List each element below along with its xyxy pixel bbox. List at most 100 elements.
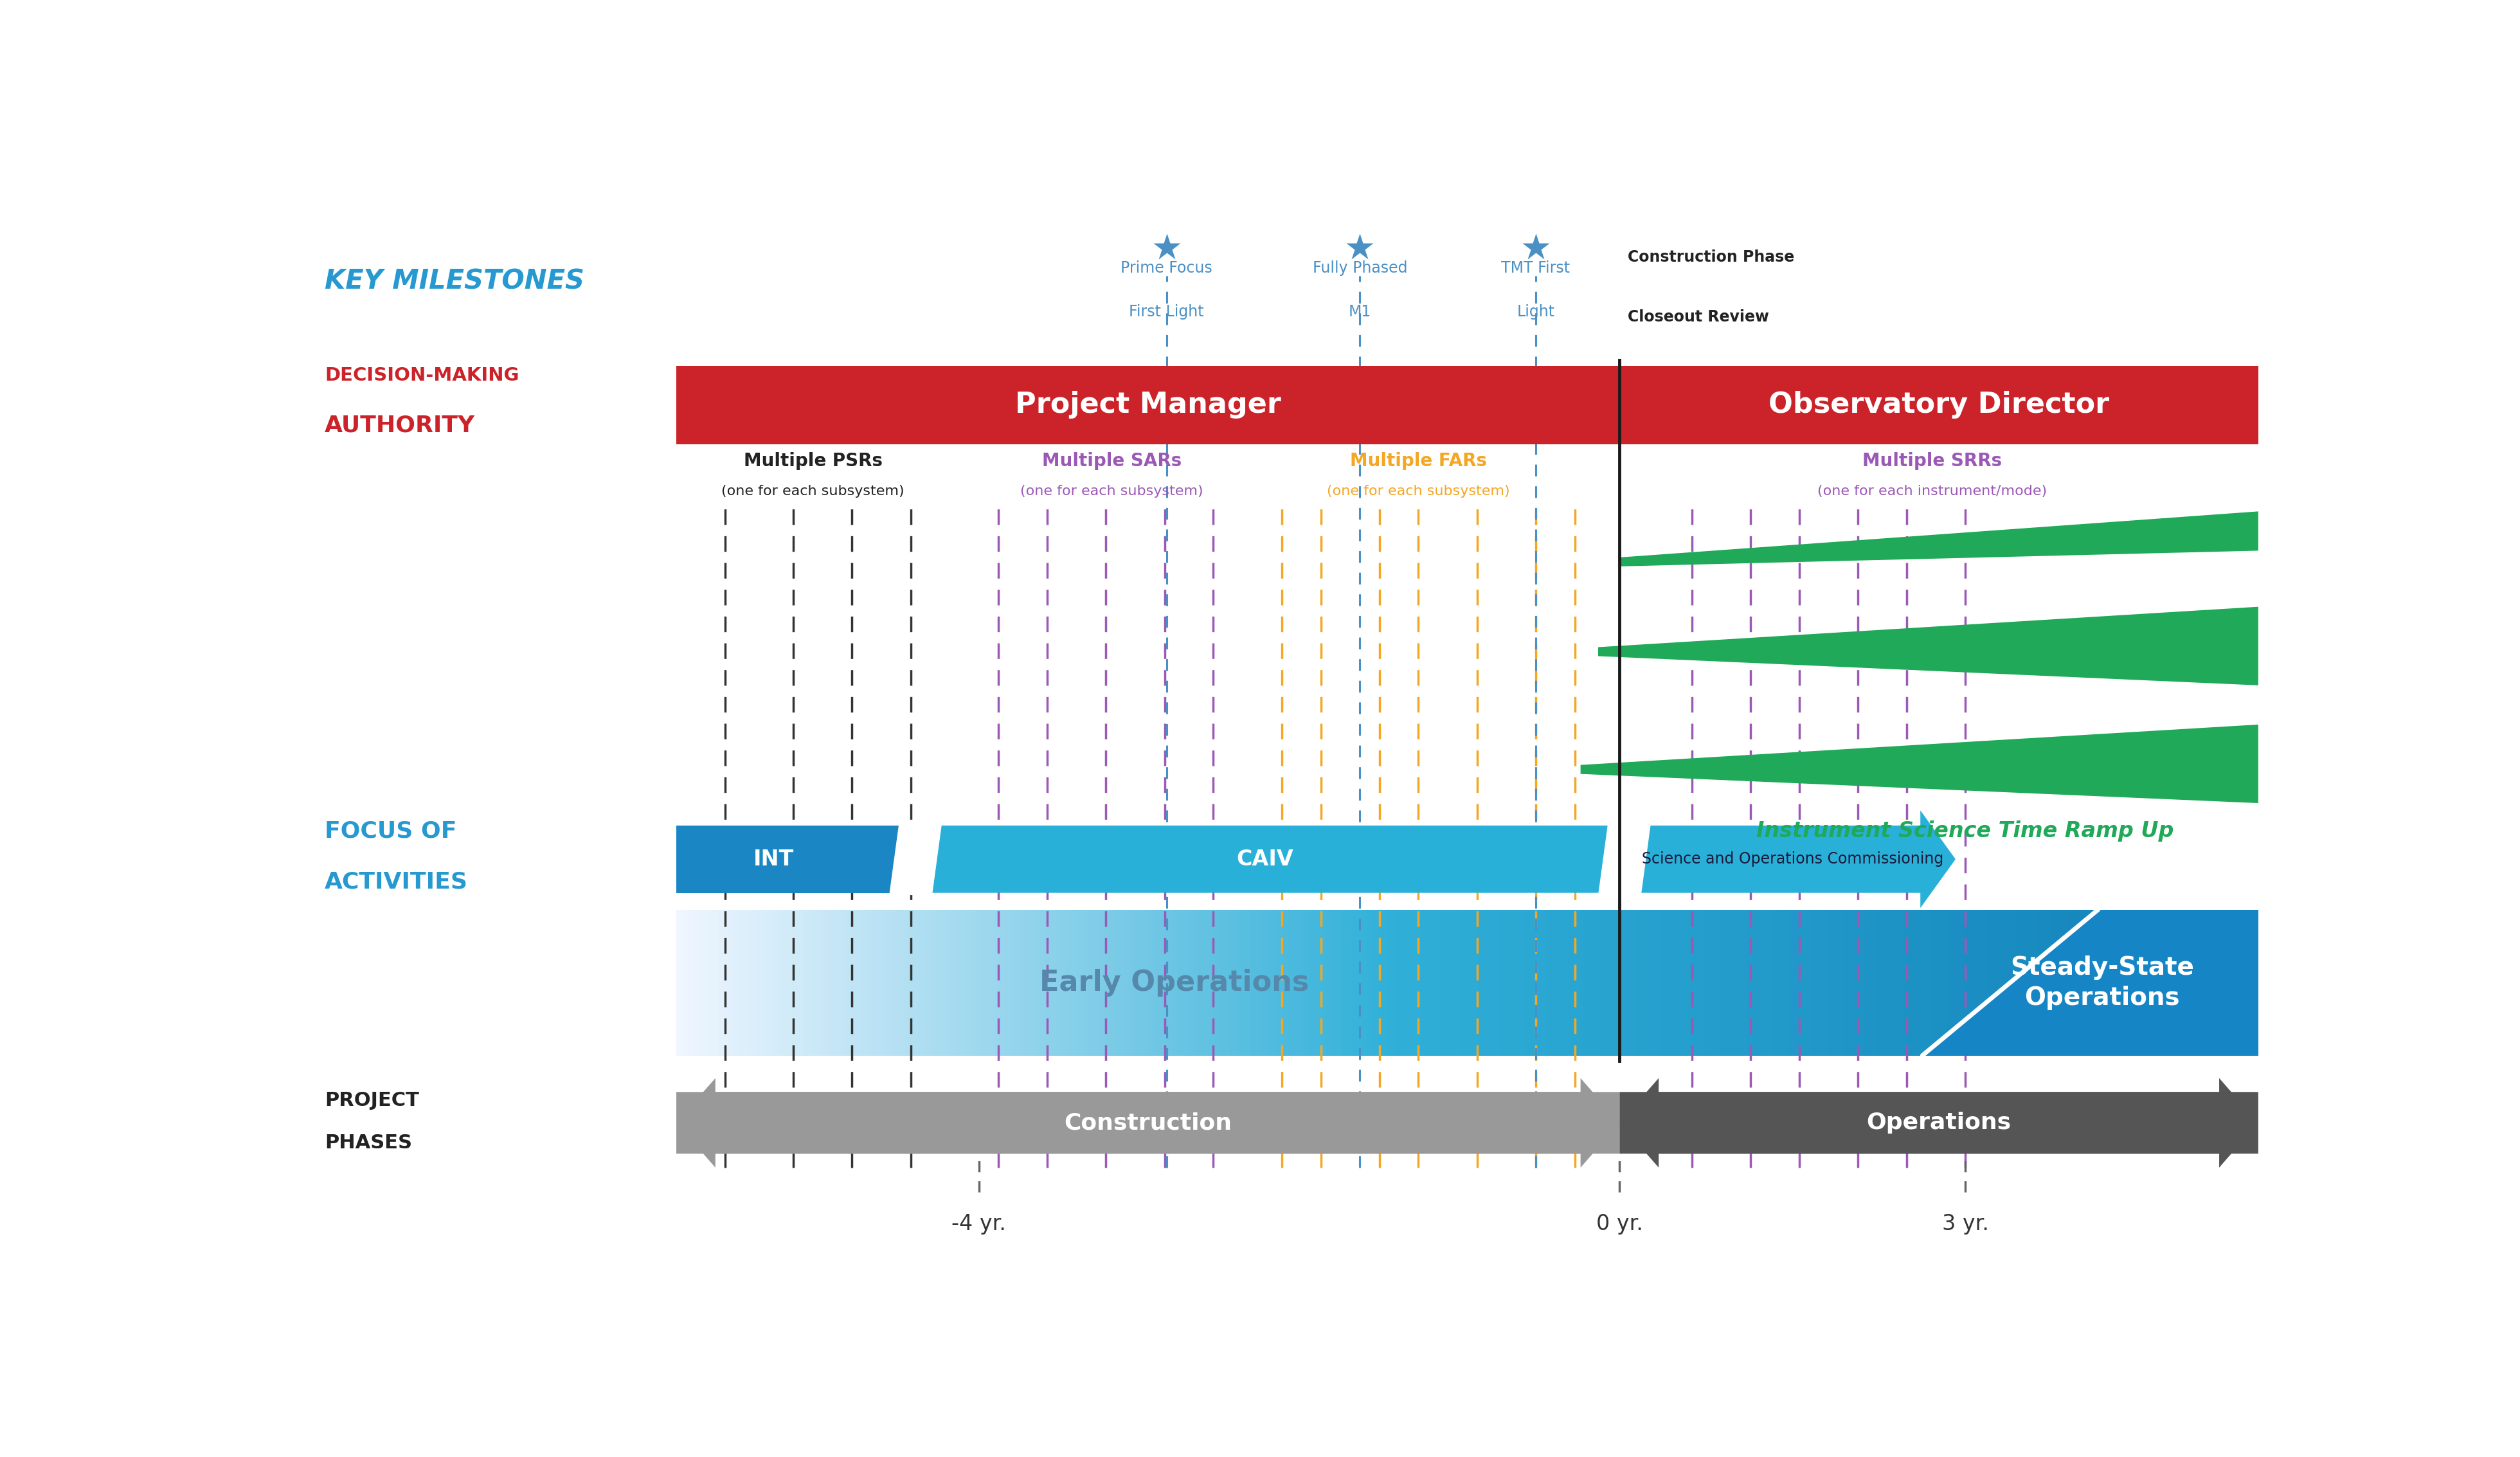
Bar xyxy=(1378,909,1383,1055)
Bar xyxy=(1419,909,1426,1055)
Bar xyxy=(2147,909,2152,1055)
Bar xyxy=(1356,909,1361,1055)
Bar xyxy=(1008,909,1013,1055)
Bar xyxy=(1504,909,1509,1055)
Bar xyxy=(1620,909,1625,1055)
Bar xyxy=(1716,909,1721,1055)
Bar xyxy=(1583,909,1588,1055)
Bar xyxy=(2016,909,2021,1055)
Bar xyxy=(1326,909,1331,1055)
Bar xyxy=(1210,909,1215,1055)
FancyArrow shape xyxy=(675,810,1956,908)
Bar xyxy=(1129,909,1134,1055)
Bar xyxy=(1814,909,1819,1055)
Bar xyxy=(1235,909,1240,1055)
Bar xyxy=(1547,909,1552,1055)
Bar xyxy=(2210,909,2215,1055)
Bar xyxy=(2021,909,2026,1055)
Bar xyxy=(1779,909,1784,1055)
Bar xyxy=(809,909,814,1055)
Bar xyxy=(1761,909,1769,1055)
Bar xyxy=(857,909,862,1055)
Bar xyxy=(960,909,965,1055)
Bar xyxy=(675,909,680,1055)
Bar xyxy=(2001,909,2006,1055)
Bar xyxy=(1041,909,1046,1055)
Bar xyxy=(2180,909,2185,1055)
Bar xyxy=(1852,909,1857,1055)
Bar xyxy=(756,909,761,1055)
Bar xyxy=(973,909,978,1055)
Bar xyxy=(1373,909,1378,1055)
Bar xyxy=(2132,909,2137,1055)
Bar xyxy=(1119,909,1124,1055)
FancyArrow shape xyxy=(1620,1078,2258,1167)
Text: Multiple SRRs: Multiple SRRs xyxy=(1862,452,2001,471)
Polygon shape xyxy=(890,823,942,895)
FancyArrow shape xyxy=(675,1078,1620,1167)
Bar xyxy=(892,909,897,1055)
Bar xyxy=(1003,909,1008,1055)
Bar xyxy=(1794,909,1799,1055)
Bar xyxy=(1895,909,1900,1055)
Bar xyxy=(1731,909,1736,1055)
Bar xyxy=(1726,909,1731,1055)
Bar xyxy=(2006,909,2011,1055)
Bar xyxy=(1988,909,1993,1055)
Bar xyxy=(1953,909,1958,1055)
Text: PROJECT: PROJECT xyxy=(325,1091,418,1110)
Bar xyxy=(1799,909,1804,1055)
Bar xyxy=(1784,909,1789,1055)
Text: Steady-State
Operations: Steady-State Operations xyxy=(2011,956,2195,1010)
Bar xyxy=(1837,909,1842,1055)
Bar xyxy=(1530,909,1535,1055)
Bar xyxy=(2026,909,2031,1055)
Bar xyxy=(1646,909,1651,1055)
Text: Science and Operations Commissioning: Science and Operations Commissioning xyxy=(1641,851,1943,867)
Bar xyxy=(849,909,857,1055)
Bar xyxy=(1578,909,1583,1055)
Bar xyxy=(1515,909,1520,1055)
Bar xyxy=(1593,909,1600,1055)
Bar xyxy=(698,909,703,1055)
Bar xyxy=(887,909,892,1055)
Bar xyxy=(965,909,973,1055)
Bar xyxy=(2215,909,2220,1055)
Text: CAIV: CAIV xyxy=(1237,848,1293,870)
Bar xyxy=(1842,909,1847,1055)
Bar xyxy=(1877,909,1885,1055)
Bar xyxy=(2011,909,2016,1055)
Bar xyxy=(1273,909,1278,1055)
Bar xyxy=(2099,909,2104,1055)
Text: Multiple PSRs: Multiple PSRs xyxy=(743,452,882,471)
Bar xyxy=(1890,909,1895,1055)
Text: 0 yr.: 0 yr. xyxy=(1595,1214,1643,1234)
Bar xyxy=(1081,909,1089,1055)
Bar xyxy=(723,909,728,1055)
Bar xyxy=(1605,909,1610,1055)
Bar xyxy=(1089,909,1094,1055)
Bar xyxy=(781,909,786,1055)
Bar xyxy=(2205,909,2210,1055)
Text: (one for each subsystem): (one for each subsystem) xyxy=(1021,485,1205,498)
Text: TMT First: TMT First xyxy=(1502,261,1570,275)
Bar xyxy=(680,909,688,1055)
Bar xyxy=(1142,909,1147,1055)
Bar xyxy=(1018,909,1023,1055)
Bar xyxy=(2228,909,2233,1055)
Bar xyxy=(1341,909,1346,1055)
Bar xyxy=(1167,909,1172,1055)
Text: Observatory Director: Observatory Director xyxy=(1769,390,2109,418)
Bar xyxy=(1542,909,1547,1055)
Text: Multiple SARs: Multiple SARs xyxy=(1041,452,1182,471)
Bar xyxy=(2220,909,2228,1055)
Bar xyxy=(2036,909,2041,1055)
Bar xyxy=(1915,909,1920,1055)
Bar xyxy=(998,909,1003,1055)
Bar xyxy=(1389,909,1394,1055)
Bar xyxy=(1832,909,1837,1055)
Bar xyxy=(1109,909,1114,1055)
Bar xyxy=(1615,909,1620,1055)
Bar xyxy=(1031,909,1036,1055)
Bar xyxy=(1509,909,1515,1055)
